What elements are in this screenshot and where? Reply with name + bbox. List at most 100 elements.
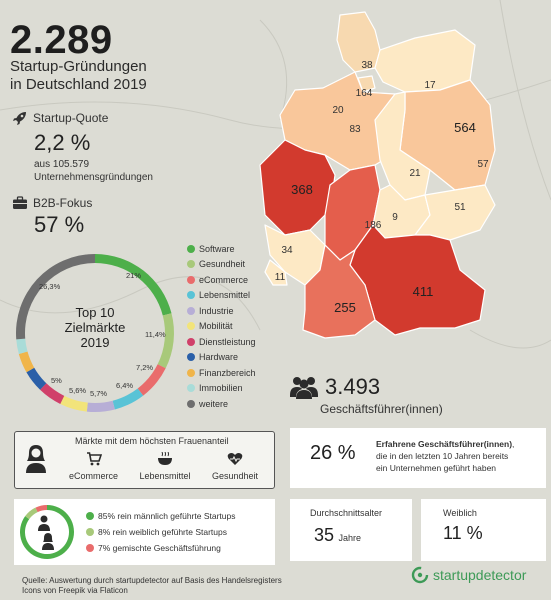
gender-label: 7% gemischte Geschäftsführung — [98, 543, 221, 553]
state-value-label: 51 — [454, 202, 466, 213]
legend-label: Lebensmittel — [199, 290, 251, 301]
age-unit: Jahre — [338, 533, 361, 543]
donut-label-industrie: 5,7% — [90, 389, 108, 398]
b2b-label: B2B-Fokus — [33, 196, 93, 210]
experienced-bold: Erfahrene Geschäftsführer(innen) — [376, 439, 513, 449]
donut-label-gesundheit: 11,4% — [145, 330, 166, 339]
legend-item: eCommerce — [187, 272, 256, 288]
footer-line-2: Icons von Freepik via Flaticon — [22, 586, 128, 595]
ceo-label: Geschäftsführer(innen) — [320, 402, 443, 416]
legend-item: weitere — [187, 396, 256, 412]
ceo-block: 3.493 — [289, 374, 380, 400]
legend-item: Lebensmittel — [187, 288, 256, 304]
legend-item: Dienstleistung — [187, 334, 256, 350]
briefcase-icon — [13, 196, 27, 209]
legend-label: Gesundheit — [199, 259, 246, 270]
legend-dot — [187, 322, 195, 331]
donut-segment — [157, 313, 174, 369]
women-market-gesundheit: Gesundheit — [205, 452, 265, 481]
heart-icon — [227, 453, 243, 465]
woman-small-icon — [42, 533, 54, 550]
women-market-lebensmittel: Lebensmittel — [133, 451, 197, 481]
donut-label-dienstleistung: 5% — [51, 376, 62, 385]
legend-label: Hardware — [199, 352, 239, 363]
state-value-label: 38 — [361, 60, 373, 71]
b2b-block: B2B-Fokus 57 % — [12, 196, 92, 238]
women-market-ecommerce: eCommerce — [65, 452, 122, 481]
footer-line-1: Quelle: Auswertung durch startupdetector… — [22, 576, 282, 585]
state-baden-wuerttemberg — [302, 244, 376, 339]
women-market-label: eCommerce — [68, 471, 118, 481]
state-value-label: 57 — [477, 159, 489, 170]
average-age-box: Durchschnittsalter 35 Jahre — [290, 499, 412, 561]
age-value: 35 — [314, 525, 335, 545]
women-markets-box: Märkte mit dem höchsten Frauenanteil eCo… — [14, 431, 275, 489]
state-value-label: 9 — [392, 212, 398, 223]
gender-item: 8% rein weiblich geführte Startups — [86, 524, 236, 540]
legend-item: Hardware — [187, 350, 256, 366]
state-saarland — [264, 259, 288, 286]
legend-label: Mobilität — [199, 321, 233, 332]
startup-count: 2.289 — [10, 18, 113, 62]
donut-segment — [60, 395, 88, 412]
gender-ring-segment — [25, 507, 38, 520]
donut-label-ecommerce: 7,2% — [136, 363, 154, 372]
donut-segment — [86, 400, 115, 412]
donut-segment — [16, 338, 28, 354]
legend-dot — [187, 384, 195, 393]
donut-label-software: 21% — [126, 271, 142, 280]
people-icon — [290, 377, 318, 399]
brand-name: startupdetector — [433, 567, 527, 583]
donut-title-line-1: Top 10 — [75, 305, 115, 320]
legend-item: Gesundheit — [187, 257, 256, 273]
women-markets-title: Märkte mit dem höchsten Frauenanteil — [75, 436, 229, 446]
age-label: Durchschnittsalter — [310, 508, 383, 518]
b2b-value: 57 % — [34, 212, 85, 237]
germany-map: 38 164 17 20 83 564 57 21 368 186 9 51 34 11 411 255 — [259, 11, 496, 339]
women-market-label: Lebensmittel — [139, 471, 191, 481]
gender-label: 85% rein männlich geführte Startups — [98, 511, 236, 521]
experienced-value: 26 % — [310, 442, 356, 464]
experienced-comma: , — [512, 439, 515, 449]
state-value-label: 255 — [334, 300, 356, 315]
state-value-label: 17 — [424, 80, 436, 91]
donut-title-line-2: Zielmärkte — [64, 320, 126, 335]
donut-segment — [16, 254, 96, 340]
legend-label: Industrie — [199, 305, 234, 316]
gender-dot — [86, 528, 94, 536]
legend-label: Finanzbereich — [199, 367, 256, 378]
target-markets-donut — [16, 254, 174, 412]
legend-dot — [187, 291, 195, 300]
gender-dot — [86, 512, 94, 520]
woman-icon — [26, 445, 46, 473]
legend-dot — [187, 353, 195, 362]
state-value-label: 411 — [413, 284, 434, 299]
donut-legend: Software Gesundheit eCommerce Lebensmitt… — [187, 241, 256, 412]
legend-dot — [187, 399, 195, 408]
legend-label: Software — [199, 243, 235, 254]
startup-quote-note-2: Unternehmensgründungen — [34, 172, 153, 183]
startupdetector-logo-icon — [411, 566, 429, 584]
gender-dot — [86, 544, 94, 552]
gender-item: 7% gemischte Geschäftsführung — [86, 540, 236, 556]
state-sachsen — [414, 184, 496, 241]
brand-logo[interactable]: startupdetector — [411, 566, 526, 584]
man-icon — [38, 515, 50, 531]
legend-item: Industrie — [187, 303, 256, 319]
startup-quote-value: 2,2 % — [34, 130, 91, 155]
gender-ring — [20, 505, 75, 559]
legend-dot — [187, 368, 195, 377]
rocket-icon — [13, 112, 26, 125]
legend-dot — [187, 244, 195, 253]
donut-segment — [26, 367, 47, 390]
donut-label-lebensmittel: 6,4% — [116, 381, 134, 390]
legend-dot — [187, 260, 195, 269]
bowl-icon — [158, 451, 172, 465]
legend-label: eCommerce — [199, 274, 249, 285]
donut-segment — [40, 383, 65, 404]
female-share-box: Weiblich 11 % — [421, 499, 546, 561]
gender-box: 85% rein männlich geführte Startups 8% r… — [14, 499, 275, 565]
donut-segment — [18, 351, 35, 373]
gender-item: 85% rein männlich geführte Startups — [86, 508, 236, 524]
gender-legend: 85% rein männlich geführte Startups 8% r… — [86, 508, 236, 556]
